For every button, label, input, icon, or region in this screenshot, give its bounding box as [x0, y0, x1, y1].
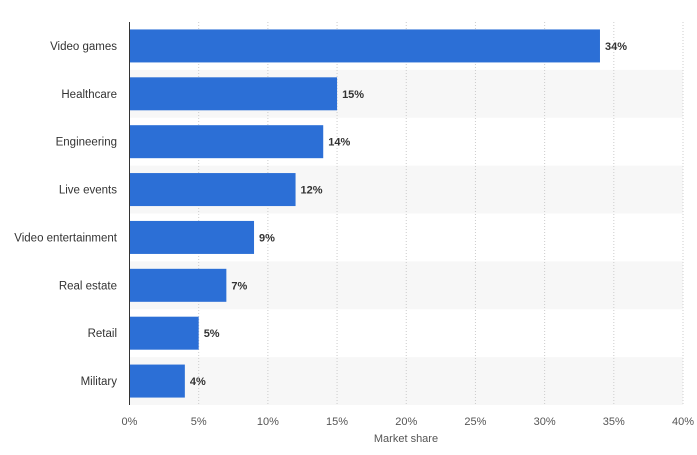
- bar: [129, 125, 324, 159]
- data-label: 14%: [328, 137, 350, 149]
- x-tick-label: 30%: [534, 416, 556, 428]
- x-tick-label: 0%: [122, 416, 138, 428]
- category-label: Live events: [59, 185, 117, 197]
- x-tick-label: 20%: [395, 416, 417, 428]
- bar: [129, 364, 185, 398]
- bar: [129, 316, 199, 350]
- data-label: 12%: [301, 185, 323, 197]
- x-tick-label: 10%: [257, 416, 279, 428]
- x-tick-label: 35%: [603, 416, 625, 428]
- data-label: 9%: [259, 232, 275, 244]
- category-labels: Video games Healthcare Engineering Live eve…: [14, 41, 118, 388]
- category-label: Retail: [88, 328, 117, 340]
- bar: [129, 268, 227, 302]
- x-tick-label: 40%: [672, 416, 694, 428]
- bar: [129, 29, 600, 63]
- bars: [129, 29, 600, 398]
- data-label: 34%: [605, 41, 627, 53]
- row-bands: [129, 69, 683, 405]
- category-label: Military: [81, 376, 118, 388]
- data-labels: 34% 15% 14% 12% 9% 7% 5% 4%: [190, 41, 627, 388]
- bar: [129, 173, 296, 207]
- x-tick-labels: 0% 5% 10% 15% 20% 25% 30% 35% 40%: [122, 416, 695, 428]
- category-label: Real estate: [59, 280, 117, 292]
- bar: [129, 77, 338, 111]
- category-label: Video games: [50, 41, 117, 53]
- data-label: 4%: [190, 376, 206, 388]
- data-label: 15%: [342, 89, 364, 101]
- category-label: Video entertainment: [14, 232, 118, 244]
- data-label: 5%: [204, 328, 220, 340]
- x-tick-label: 25%: [464, 416, 486, 428]
- x-tick-label: 5%: [191, 416, 207, 428]
- category-label: Healthcare: [61, 89, 117, 101]
- x-tick-label: 15%: [326, 416, 348, 428]
- category-label: Engineering: [56, 137, 117, 149]
- x-axis-title: Market share: [374, 433, 438, 445]
- data-label: 7%: [231, 280, 247, 292]
- bar: [129, 220, 255, 254]
